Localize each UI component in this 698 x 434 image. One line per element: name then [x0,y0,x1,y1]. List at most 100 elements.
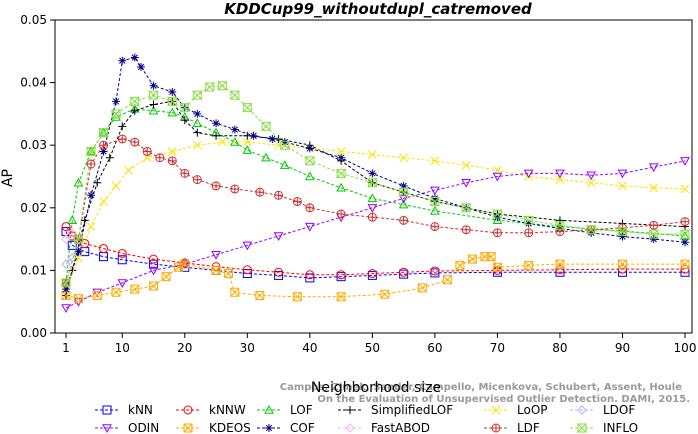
x-tick-label: 100 [674,341,697,355]
data-point [455,260,465,270]
data-point [486,252,496,262]
data-point [60,278,72,288]
data-point [161,272,171,282]
legend-marker [491,423,501,433]
legend-marker [264,404,274,414]
data-point [211,265,221,275]
data-point [586,178,596,188]
data-point [112,97,121,106]
data-point [211,251,221,260]
data-point [398,199,409,209]
x-tick-label: 30 [240,341,255,355]
data-point [430,186,440,196]
data-point [524,228,534,238]
data-point [149,281,159,291]
x-tick-label: 90 [615,341,630,355]
data-point [192,140,202,150]
series-lof [61,103,690,287]
data-point [679,229,691,239]
x-tick-label: 40 [302,341,317,355]
legend-item-ldf: LDF [484,421,540,434]
data-point [117,255,127,265]
data-point [61,222,71,232]
x-tick-label: 60 [427,341,442,355]
data-point [117,279,128,288]
legend-label: SimplifiedLOF [371,403,453,417]
data-point [217,81,228,91]
data-point [249,131,258,140]
legend-item-kdeos: KDEOS [176,421,251,434]
series-line [65,108,686,283]
series-loop [61,137,690,294]
data-point [242,145,253,154]
data-point [179,103,191,113]
data-point [292,197,302,207]
data-point [230,184,240,194]
data-point [217,137,227,147]
data-point [212,131,221,140]
data-point [523,169,534,179]
data-point [74,294,84,304]
legend-label: FastABOD [371,421,430,434]
legend-marker [265,424,273,432]
data-point [380,289,390,299]
data-point [99,243,109,253]
series-line [65,232,73,240]
data-point [442,275,452,285]
data-point [142,146,152,156]
data-point [261,152,271,162]
data-point [242,265,252,275]
data-point [430,156,440,166]
data-point [192,118,203,127]
watermark-line-2: On the Evaluation of Unsupervised Outlie… [317,394,690,405]
data-point [461,160,471,170]
data-point [492,172,503,182]
data-point [98,128,109,138]
data-point [493,213,502,222]
data-point [274,267,284,277]
legend-item-lof: LOF [257,403,313,417]
data-point [167,107,178,117]
data-point [305,273,315,283]
data-point [193,109,202,118]
data-point [398,187,409,197]
data-point [279,140,291,150]
data-point [336,182,346,192]
data-point [461,179,472,188]
data-point [180,116,189,125]
data-point [73,177,84,187]
y-tick-label: 0.01 [20,263,47,277]
data-point [399,215,409,225]
data-point [305,203,315,213]
data-point [111,181,121,191]
data-point [85,146,97,156]
data-point [492,228,502,238]
data-point [304,222,315,232]
data-point [367,193,378,203]
data-point [61,234,71,244]
data-point [242,137,252,147]
x-tick-label: 1 [62,341,70,355]
data-point [224,269,234,279]
data-point [680,264,690,274]
y-tick-label: 0.04 [20,76,47,90]
data-point [105,153,114,162]
data-point [367,269,377,279]
data-point [242,241,253,251]
data-point [304,171,315,181]
data-point [67,228,77,238]
legend-item-odin: ODIN [95,421,159,434]
data-point [212,119,221,128]
data-point [367,178,378,188]
data-point [337,153,346,162]
data-point [124,165,133,175]
data-point [204,82,216,92]
data-point [273,232,284,241]
data-point [110,109,122,119]
legend-label: LDF [517,421,540,434]
legend-label: kNN [128,403,153,417]
watermark-line-1: Campos, Zimek, Sander, Campello, Micenko… [280,382,682,393]
series-line [65,85,685,284]
data-point [430,194,439,203]
legend-item-fastabod: FastABOD [338,421,430,434]
